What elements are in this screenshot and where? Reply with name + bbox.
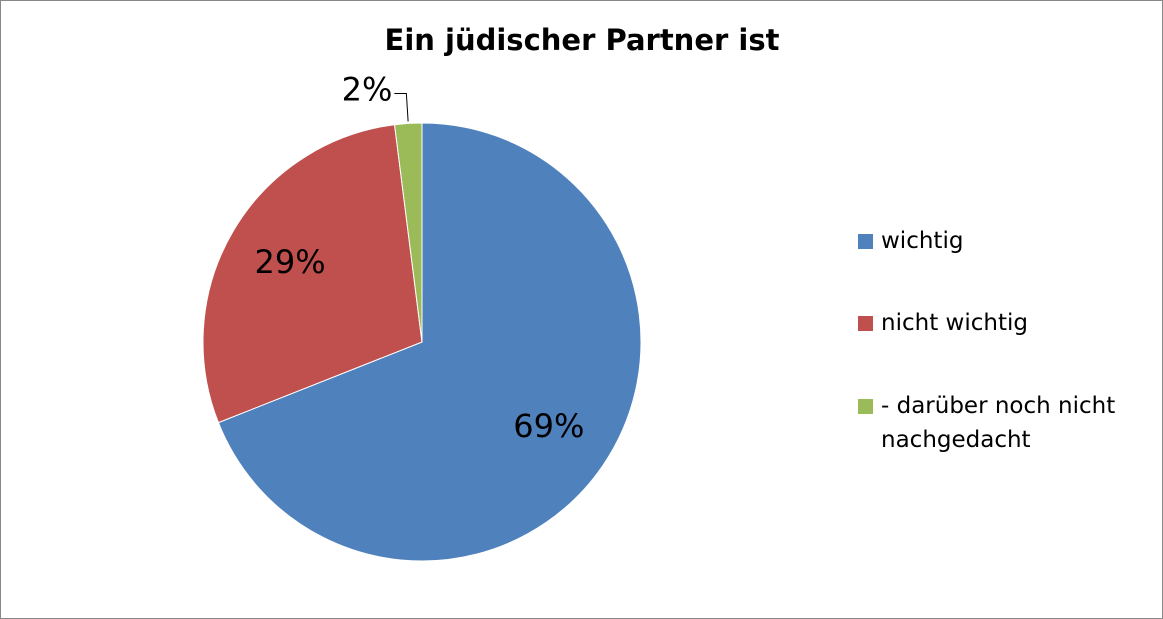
legend-entry: wichtig [858,224,1148,258]
legend-label: nicht wichtig [881,310,1028,336]
legend-entry: nicht wichtig [858,306,1148,340]
legend-swatch [858,399,873,414]
data-label: 29% [254,243,325,281]
pie-slice [393,122,423,343]
legend-swatch [858,316,873,331]
pie-slice [217,122,642,562]
data-label: 2% [342,70,393,108]
leader-line [394,92,409,122]
legend-entry: - darüber noch nicht nachgedacht [858,389,1148,457]
data-label: 69% [513,407,584,445]
chart-title: Ein jüdischer Partner ist [385,23,780,57]
legend-swatch [858,234,873,249]
legend-label: - darüber noch nicht nachgedacht [881,393,1116,453]
legend-label: wichtig [881,228,964,254]
pie-slice [202,124,423,424]
